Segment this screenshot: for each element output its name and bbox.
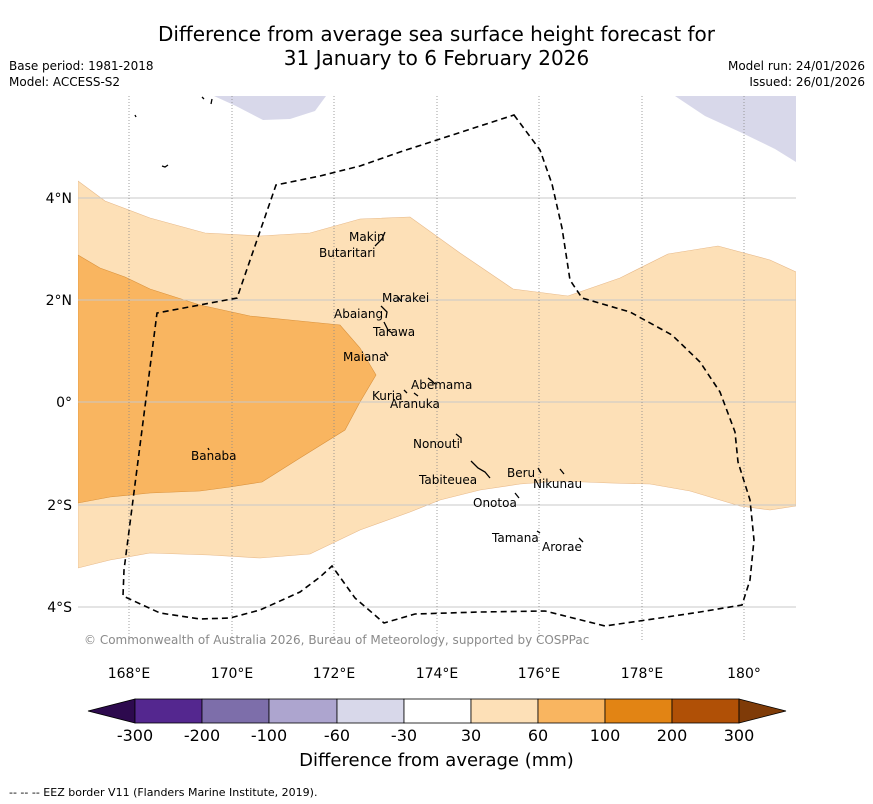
lon-tick-178e: 178°E <box>621 666 664 682</box>
map-area <box>78 96 796 641</box>
colorbar-swatch-8 <box>604 698 673 724</box>
colorbar-label: -30 <box>391 726 417 745</box>
lat-tick-0: 0° <box>56 395 72 411</box>
place-nikunau: Nikunau <box>533 477 582 491</box>
band-neg-west <box>214 96 326 120</box>
colorbar-swatch-7 <box>537 698 606 724</box>
colorbar-label: 100 <box>590 726 621 745</box>
lat-tick-4s: 4°S <box>47 600 72 616</box>
model-name: Model: ACCESS-S2 <box>9 75 121 89</box>
place-butaritari: Butaritari <box>319 246 376 260</box>
colorbar-label: -300 <box>117 726 153 745</box>
lat-ticks: 4°N 2°N 0° 2°S 4°S <box>46 191 73 616</box>
colorbar-swatch-3 <box>268 698 338 724</box>
place-aranuka: Aranuka <box>390 397 440 411</box>
lat-tick-2n: 2°N <box>46 293 72 309</box>
lat-tick-4n: 4°N <box>46 191 72 207</box>
meta-left: Base period: 1981-2018 Model: ACCESS-S2 <box>9 58 154 90</box>
title-line-1: Difference from average sea surface heig… <box>157 22 716 46</box>
band-neg-east <box>675 96 796 162</box>
colorbar-label: -100 <box>251 726 287 745</box>
place-tamana: Tamana <box>491 531 539 545</box>
graticule <box>78 96 796 641</box>
place-makin: Makin <box>349 230 385 244</box>
islands <box>134 96 584 543</box>
chart-title: Difference from average sea surface heig… <box>0 22 873 70</box>
colorbar-title: Difference from average (mm) <box>299 750 574 771</box>
colorbar-max-arrow <box>738 698 787 724</box>
colorbar-swatch-1 <box>134 698 203 724</box>
colorbar-swatch-5 <box>403 698 472 724</box>
meta-right: Model run: 24/01/2026 Issued: 26/01/2026 <box>728 58 865 90</box>
lat-tick-2s: 2°S <box>47 498 72 514</box>
colorbar-swatch-2 <box>201 698 270 724</box>
place-maiana: Maiana <box>343 350 386 364</box>
place-arorae: Arorae <box>542 540 582 554</box>
lon-ticks: 168°E 170°E 172°E 174°E 176°E 178°E 180° <box>108 666 761 682</box>
colorbar-label: 300 <box>724 726 755 745</box>
colorbar-swatch-9 <box>671 698 740 724</box>
eez-border <box>122 114 755 627</box>
copyright-notice: © Commonwealth of Australia 2026, Bureau… <box>84 633 589 647</box>
lon-tick-180: 180° <box>727 666 761 682</box>
eez-footnote: -- -- -- EEZ border V11 (Flanders Marine… <box>9 786 318 799</box>
title-line-2: 31 January to 6 February 2026 <box>283 46 590 70</box>
band-60-100 <box>78 254 377 504</box>
colorbar-swatch-6 <box>470 698 539 724</box>
lon-tick-176e: 176°E <box>518 666 561 682</box>
place-kuria: Kuria <box>372 389 403 403</box>
colorbar-swatch-4 <box>336 698 405 724</box>
lon-tick-170e: 170°E <box>211 666 254 682</box>
colorbar <box>87 698 787 724</box>
colorbar-label: -60 <box>324 726 350 745</box>
base-period: Base period: 1981-2018 <box>9 59 154 73</box>
place-labels: Makin Butaritari Marakei Abaiang Tarawa … <box>191 230 582 554</box>
lon-tick-174e: 174°E <box>416 666 459 682</box>
place-onotoa: Onotoa <box>473 496 517 510</box>
colorbar-label: 60 <box>528 726 548 745</box>
colorbar-labels: -300 -200 -100 -60 -30 30 60 100 200 300 <box>117 726 754 745</box>
issued-date: Issued: 26/01/2026 <box>749 75 865 89</box>
colorbar-label: 30 <box>461 726 481 745</box>
place-marakei: Marakei <box>382 291 429 305</box>
lon-tick-172e: 172°E <box>313 666 356 682</box>
place-nonouti: Nonouti <box>413 437 460 451</box>
model-run: Model run: 24/01/2026 <box>727 59 865 73</box>
lon-tick-168e: 168°E <box>108 666 151 682</box>
colorbar-min-arrow <box>87 698 136 724</box>
place-tarawa: Tarawa <box>372 325 415 339</box>
place-abaiang: Abaiang <box>334 307 383 321</box>
colorbar-label: -200 <box>184 726 220 745</box>
place-banaba: Banaba <box>191 449 237 463</box>
colorbar-label: 200 <box>657 726 688 745</box>
place-abemama: Abemama <box>411 378 472 392</box>
place-beru: Beru <box>507 466 535 480</box>
place-tabiteuea: Tabiteuea <box>418 473 477 487</box>
